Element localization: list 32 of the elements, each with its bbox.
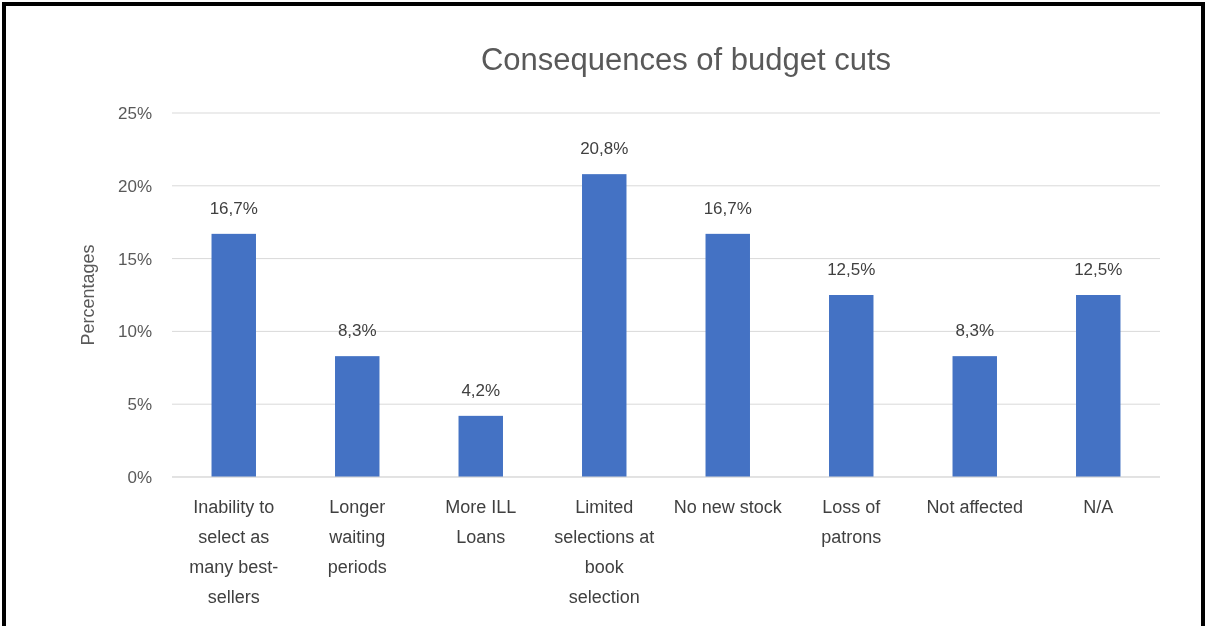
x-tick-label: Loss of patrons [821, 497, 882, 547]
bar [1076, 295, 1121, 477]
bar [335, 356, 380, 477]
x-tick-label: Not affected [926, 497, 1024, 517]
data-label: 12,5% [1074, 260, 1123, 279]
bar [829, 295, 874, 477]
bar [211, 233, 256, 477]
chart-title: Consequences of budget cuts [480, 42, 892, 77]
x-tick-label: No new stock [673, 497, 783, 517]
x-tick-label: More ILL Loans [445, 497, 517, 547]
bar [458, 415, 503, 477]
data-label: 16,7% [703, 198, 752, 218]
y-tick-label: 10% [117, 322, 152, 342]
x-tick-label: Inability to select as many best-sellers [189, 497, 279, 607]
y-tick-label: 0% [127, 468, 152, 487]
y-tick-label: 5% [127, 395, 152, 415]
x-tick-label: Longer waiting periods [327, 497, 387, 577]
y-tick-label: 25% [117, 104, 152, 123]
y-axis-title: Percentages [78, 244, 98, 346]
data-label: 20,8% [580, 139, 629, 159]
bar [582, 174, 627, 477]
data-label: 16,7% [209, 198, 258, 218]
y-tick-label: 15% [117, 249, 152, 269]
x-tick-label: Limited selections at book selection [554, 497, 655, 607]
data-label: 8,3% [955, 321, 995, 341]
data-label: 4,2% [461, 380, 501, 400]
x-tick-label: N/A [1083, 497, 1114, 517]
bar [952, 356, 997, 477]
data-label: 8,3% [337, 321, 377, 341]
data-label: 12,5% [827, 260, 876, 279]
y-tick-label: 20% [117, 176, 152, 196]
bar [705, 233, 750, 477]
